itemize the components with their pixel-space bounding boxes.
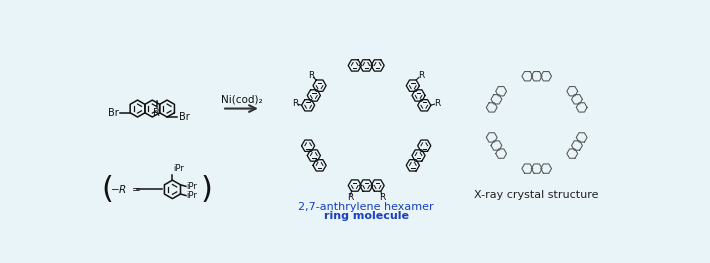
- Text: Br: Br: [108, 108, 119, 118]
- Text: ): ): [200, 175, 212, 204]
- Text: Ni(cod)₂: Ni(cod)₂: [221, 95, 262, 105]
- Text: R: R: [379, 194, 386, 203]
- Text: R: R: [435, 99, 441, 108]
- Text: R: R: [153, 108, 160, 118]
- Text: iPr: iPr: [187, 191, 197, 200]
- Text: Br: Br: [179, 112, 190, 122]
- Text: ring molecule: ring molecule: [324, 211, 409, 221]
- Text: R: R: [292, 99, 298, 108]
- Text: (: (: [101, 175, 113, 204]
- Text: R: R: [308, 71, 315, 80]
- Text: iPr: iPr: [187, 182, 197, 191]
- Text: X-ray crystal structure: X-ray crystal structure: [474, 190, 599, 200]
- Text: $-R\ =$: $-R\ =$: [109, 183, 141, 195]
- Text: 2,7-anthrylene hexamer: 2,7-anthrylene hexamer: [298, 203, 434, 213]
- Text: R: R: [418, 71, 425, 80]
- Text: iPr: iPr: [173, 164, 184, 173]
- Text: R: R: [347, 194, 353, 203]
